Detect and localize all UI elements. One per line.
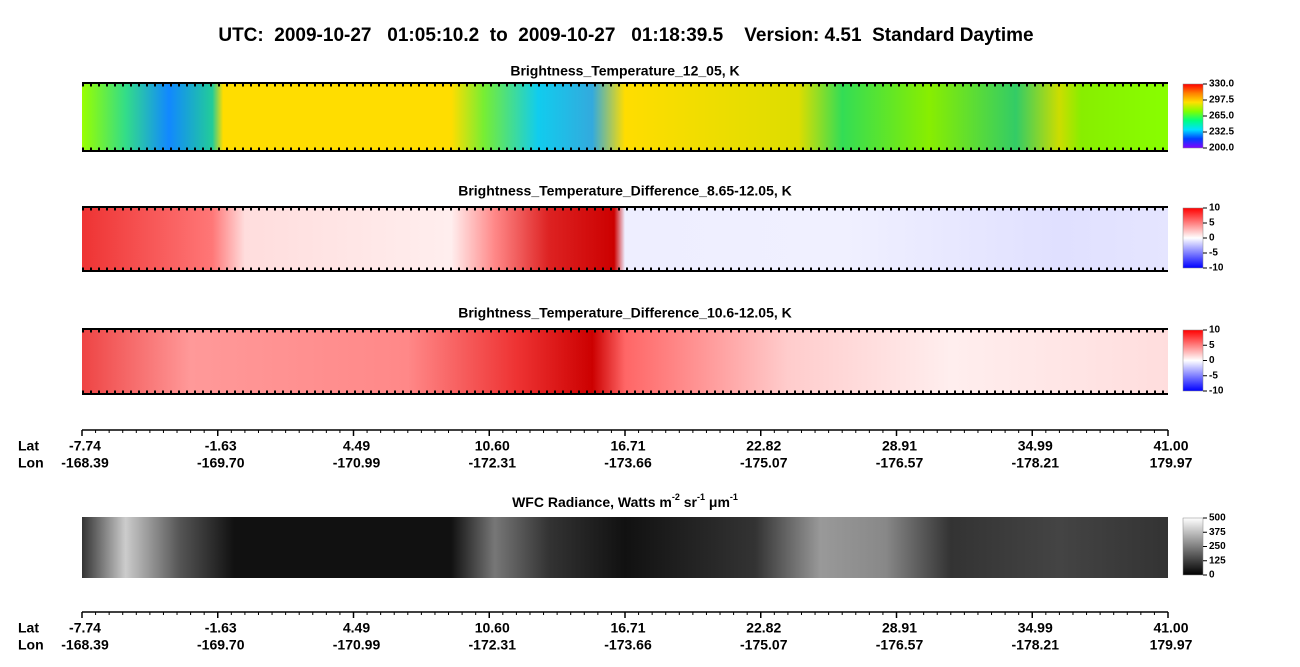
- colorbar-tick-label: -10: [1209, 386, 1224, 397]
- lat-tick-label: -7.74: [69, 438, 101, 454]
- lon-tick-label: -173.66: [604, 455, 652, 471]
- lon-tick-label: -175.07: [740, 455, 788, 471]
- lat-tick-label: 16.71: [610, 438, 645, 454]
- colorbar-tick-label: -5: [1209, 370, 1218, 381]
- colorbar-tick-label: 0: [1209, 233, 1215, 244]
- panel-title: Brightness_Temperature_12_05, K: [510, 63, 739, 79]
- lon-tick-label: -173.66: [604, 637, 652, 653]
- lat-tick-label: 4.49: [343, 438, 370, 454]
- colorbar-tick-label: 10: [1209, 325, 1221, 336]
- colorbar-tick-label: 0: [1209, 355, 1215, 366]
- lat-tick-label: 41.00: [1153, 438, 1188, 454]
- panel-title: WFC Radiance, Watts m-2 sr-1 μm-1: [512, 492, 738, 509]
- colorbar-tick-label: 265.0: [1209, 111, 1234, 122]
- lat-label: Lat: [18, 438, 39, 454]
- lon-tick-label: -176.57: [876, 637, 924, 653]
- lon-tick-label: 179.97: [1150, 637, 1193, 653]
- lon-tick-label: 179.97: [1150, 455, 1193, 471]
- lat-tick-label: 28.91: [882, 620, 917, 636]
- lat-tick-label: 4.49: [343, 620, 370, 636]
- title-part: μm: [705, 494, 730, 510]
- lon-label: Lon: [18, 455, 44, 471]
- image-strip: [82, 517, 1168, 578]
- panel-title: Brightness_Temperature_Difference_10.6-1…: [458, 305, 792, 321]
- image-strip: [82, 329, 1168, 394]
- lat-tick-label: 10.60: [475, 620, 510, 636]
- lat-tick-label: 28.91: [882, 438, 917, 454]
- image-strip: [82, 83, 1168, 151]
- lat-tick-label: 34.99: [1018, 438, 1053, 454]
- lon-tick-label: -168.39: [61, 637, 109, 653]
- title-part: -2: [672, 492, 680, 502]
- lat-tick-label: 22.82: [746, 438, 781, 454]
- colorbar: [1182, 207, 1204, 269]
- lon-tick-label: -168.39: [61, 455, 109, 471]
- lon-tick-label: -169.70: [197, 455, 245, 471]
- colorbar-tick-label: 297.5: [1209, 95, 1234, 106]
- colorbar-tick-label: 250: [1209, 541, 1226, 552]
- colorbar-tick-label: 232.5: [1209, 127, 1234, 138]
- image-strip: [82, 207, 1168, 271]
- colorbar-tick-label: -10: [1209, 263, 1224, 274]
- lon-tick-label: -172.31: [469, 637, 517, 653]
- colorbar: [1182, 83, 1204, 149]
- lat-tick-label: 10.60: [475, 438, 510, 454]
- lon-tick-label: -170.99: [333, 637, 381, 653]
- colorbar-tick-label: 200.0: [1209, 143, 1234, 154]
- lon-tick-label: -178.21: [1012, 455, 1060, 471]
- panel-title: Brightness_Temperature_Difference_8.65-1…: [458, 183, 792, 199]
- title-part: sr: [680, 494, 698, 510]
- title-part: -1: [697, 492, 705, 502]
- lon-label: Lon: [18, 637, 44, 653]
- lat-tick-label: 16.71: [610, 620, 645, 636]
- title-part: WFC Radiance, Watts m: [512, 494, 672, 510]
- lon-tick-label: -178.21: [1012, 637, 1060, 653]
- lon-tick-label: -172.31: [469, 455, 517, 471]
- lat-tick-label: -1.63: [205, 438, 237, 454]
- colorbar-tick-label: 375: [1209, 527, 1226, 538]
- lon-tick-label: -170.99: [333, 455, 381, 471]
- title-part: -1: [730, 492, 738, 502]
- lat-tick-label: -7.74: [69, 620, 101, 636]
- lat-tick-label: 41.00: [1153, 620, 1188, 636]
- colorbar-tick-label: 5: [1209, 218, 1215, 229]
- colorbar-tick-label: 330.0: [1209, 79, 1234, 90]
- page-title: UTC: 2009-10-27 01:05:10.2 to 2009-10-27…: [218, 25, 1033, 46]
- lon-tick-label: -176.57: [876, 455, 924, 471]
- colorbar: [1182, 517, 1204, 576]
- lat-label: Lat: [18, 620, 39, 636]
- lat-tick-label: -1.63: [205, 620, 237, 636]
- lon-tick-label: -175.07: [740, 637, 788, 653]
- colorbar-tick-label: 10: [1209, 203, 1221, 214]
- colorbar-tick-label: 0: [1209, 570, 1215, 581]
- colorbar: [1182, 329, 1204, 392]
- colorbar-tick-label: -5: [1209, 248, 1218, 259]
- colorbar-tick-label: 125: [1209, 555, 1226, 566]
- lon-tick-label: -169.70: [197, 637, 245, 653]
- lat-tick-label: 34.99: [1018, 620, 1053, 636]
- colorbar-tick-label: 500: [1209, 513, 1226, 524]
- colorbar-tick-label: 5: [1209, 340, 1215, 351]
- lat-tick-label: 22.82: [746, 620, 781, 636]
